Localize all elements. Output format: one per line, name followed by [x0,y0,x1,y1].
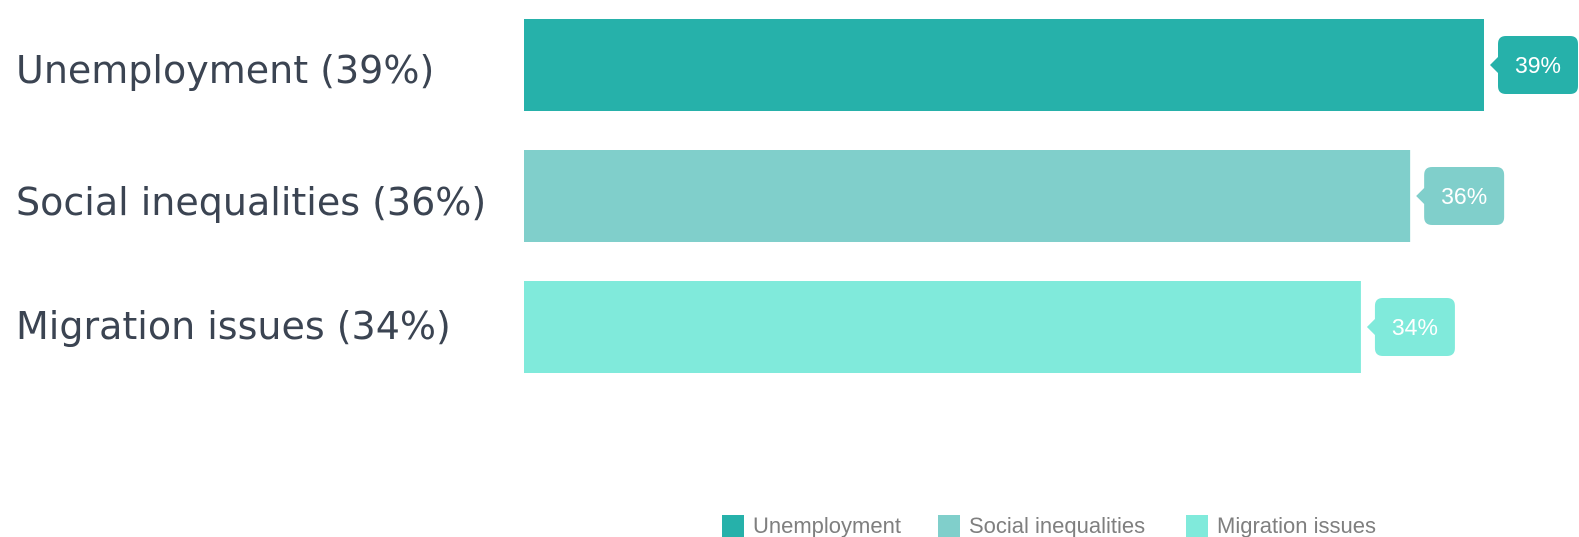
data-label: 36% [1441,183,1487,209]
data-label: 39% [1515,52,1561,78]
legend-item-unemployment[interactable]: Unemployment [722,513,901,537]
row-label: Unemployment (39%) [16,48,434,92]
data-label-callout: 34% [1366,298,1455,356]
legend-item-migration-issues[interactable]: Migration issues [1186,513,1376,537]
bar-social-inequalities[interactable] [524,150,1411,242]
legend: Unemployment Social inequalities Migrati… [722,513,1376,537]
legend-item-social-inequalities[interactable]: Social inequalities [938,513,1145,537]
row-label: Social inequalities (36%) [16,180,486,224]
bar-unemployment[interactable] [524,19,1484,111]
callout-shape [1416,167,1505,225]
legend-label: Migration issues [1217,513,1376,537]
data-label-callout: 39% [1490,36,1578,94]
legend-swatch [1186,515,1208,537]
data-label-callout: 36% [1416,167,1505,225]
legend-swatch [722,515,744,537]
callout-shape [1490,36,1578,94]
legend-label: Social inequalities [969,513,1145,537]
data-label: 34% [1392,314,1438,340]
callout-shape [1366,298,1455,356]
legend-label: Unemployment [753,513,901,537]
bar-migration-issues[interactable] [524,281,1361,373]
legend-swatch [938,515,960,537]
row-label: Migration issues (34%) [16,304,451,348]
